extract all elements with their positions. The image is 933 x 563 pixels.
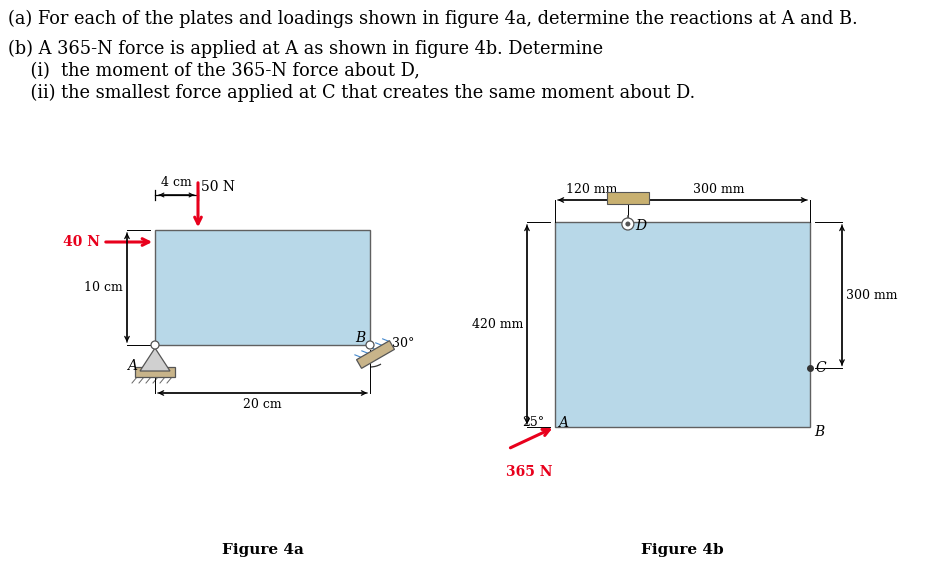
Text: B: B — [814, 425, 824, 439]
Text: 50 N: 50 N — [201, 180, 235, 194]
Text: Figure 4a: Figure 4a — [221, 543, 303, 557]
Text: C: C — [815, 361, 826, 376]
Bar — [155, 230, 370, 345]
Text: 365 N: 365 N — [506, 465, 552, 479]
Text: 300 mm: 300 mm — [846, 289, 898, 302]
Text: D: D — [634, 219, 646, 233]
Text: 40 N: 40 N — [63, 235, 100, 249]
Text: (b) A 365-N force is applied at A as shown in figure 4b. Determine: (b) A 365-N force is applied at A as sho… — [8, 40, 603, 58]
Text: 10 cm: 10 cm — [84, 281, 123, 294]
Polygon shape — [140, 348, 170, 371]
Bar — [555, 222, 810, 427]
Text: (ii) the smallest force applied at C that creates the same moment about D.: (ii) the smallest force applied at C tha… — [8, 84, 695, 102]
Bar — [606, 192, 648, 204]
Bar — [135, 367, 175, 377]
Text: A: A — [558, 416, 568, 430]
Text: B: B — [355, 331, 365, 345]
Text: 420 mm: 420 mm — [471, 318, 523, 331]
Text: 20 cm: 20 cm — [244, 398, 282, 411]
Circle shape — [366, 341, 374, 349]
Text: 300 mm: 300 mm — [693, 183, 745, 196]
Text: 120 mm: 120 mm — [565, 183, 617, 196]
Circle shape — [625, 221, 631, 226]
Text: 4 cm: 4 cm — [161, 176, 192, 189]
Text: 30°: 30° — [392, 337, 414, 350]
Text: (i)  the moment of the 365-N force about D,: (i) the moment of the 365-N force about … — [8, 62, 420, 80]
Polygon shape — [356, 341, 395, 368]
Text: (a) For each of the plates and loadings shown in figure 4a, determine the reacti: (a) For each of the plates and loadings … — [8, 10, 857, 28]
Circle shape — [151, 341, 159, 349]
Text: 25°: 25° — [522, 416, 544, 429]
Circle shape — [622, 218, 634, 230]
Text: Figure 4b: Figure 4b — [641, 543, 724, 557]
Text: A: A — [127, 359, 137, 373]
